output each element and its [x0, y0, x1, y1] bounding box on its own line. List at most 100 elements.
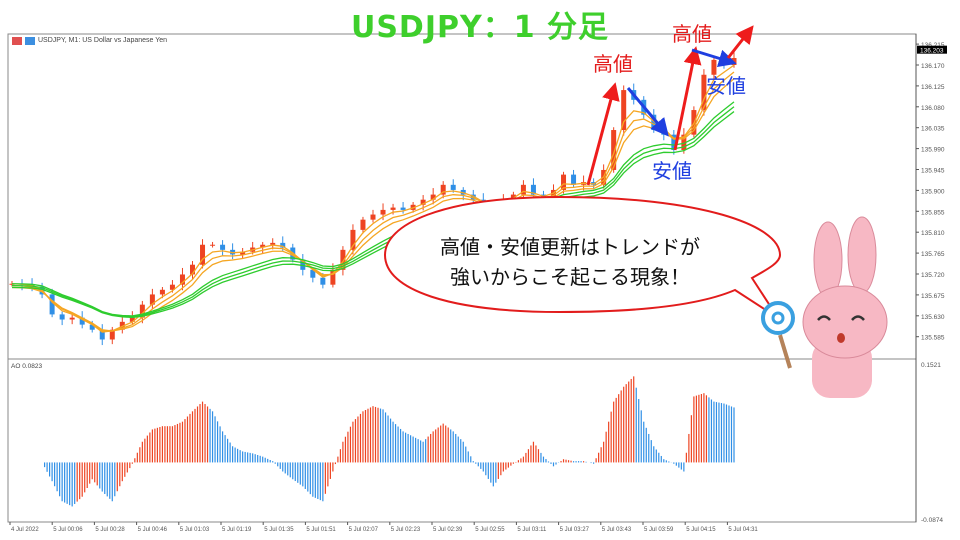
low-label-1: 安値	[652, 159, 692, 183]
time-tick-label: 5 Jul 03:43	[602, 527, 632, 533]
candle	[220, 244, 226, 250]
candle	[671, 134, 677, 150]
time-tick-label: 5 Jul 01:51	[306, 527, 336, 533]
candle	[390, 207, 396, 210]
ma-slow-line	[11, 111, 735, 319]
rabbit-eye	[817, 315, 831, 321]
candle	[159, 289, 165, 295]
candle	[210, 244, 216, 246]
candle	[621, 90, 627, 131]
time-tick-label: 5 Jul 04:31	[728, 527, 758, 533]
rabbit-ear	[847, 216, 877, 294]
candle	[370, 214, 376, 220]
time-tick-label: 5 Jul 03:59	[644, 527, 674, 533]
candle	[300, 259, 306, 270]
candle	[611, 130, 617, 170]
ma-fast-line	[11, 71, 735, 332]
time-tick-label: 5 Jul 02:39	[433, 527, 463, 533]
price-tick-label: 135.585	[921, 335, 945, 342]
bubble-line-1: 高値・安値更新はトレンドが	[440, 235, 700, 259]
time-tick-label: 5 Jul 03:11	[517, 527, 547, 533]
time-tick-label: 5 Jul 01:19	[222, 527, 252, 533]
candle	[149, 294, 155, 305]
indicator-list-icon[interactable]	[12, 37, 22, 45]
candle	[380, 209, 386, 215]
candle	[440, 184, 446, 195]
time-tick-label: 5 Jul 00:28	[95, 527, 125, 533]
price-tick-label: 135.675	[921, 293, 945, 300]
price-tick-label: 136.215	[921, 42, 945, 49]
candle	[450, 184, 456, 190]
candle	[179, 274, 185, 285]
candle	[561, 174, 567, 190]
rabbit-illustration	[761, 216, 888, 398]
candle	[49, 294, 55, 315]
time-tick-label: 5 Jul 02:07	[349, 527, 379, 533]
price-tick-label: 136.170	[921, 63, 945, 70]
down-arrow	[626, 87, 669, 137]
time-tick-label: 5 Jul 00:46	[138, 527, 168, 533]
up-arrow	[673, 46, 702, 151]
candle	[731, 58, 737, 65]
candle	[520, 184, 526, 195]
candle	[400, 207, 406, 210]
candle	[681, 134, 687, 150]
ma-fast-line	[11, 64, 735, 333]
price-tick-label: 135.900	[921, 188, 945, 195]
candle	[69, 317, 75, 320]
ma-slow-line	[11, 106, 735, 318]
candle	[169, 284, 175, 290]
candle	[420, 199, 426, 205]
candle	[200, 244, 206, 265]
rabbit-mouth	[837, 333, 845, 343]
chart-icon[interactable]	[25, 37, 35, 45]
time-tick-label: 5 Jul 03:27	[560, 527, 590, 533]
candle	[270, 242, 276, 245]
bubble-line-2: 強いからこそ起こる現象！	[450, 265, 690, 289]
candle	[701, 74, 707, 111]
price-tick-label: 136.035	[921, 126, 945, 133]
time-tick-label: 4 Jul 2022	[11, 527, 39, 533]
candle	[139, 304, 145, 318]
time-tick-label: 5 Jul 01:03	[180, 527, 210, 533]
price-tick-label: 135.990	[921, 147, 945, 154]
price-tick-label: 135.810	[921, 230, 945, 237]
time-tick-label: 5 Jul 00:06	[53, 527, 83, 533]
ao-label: AO 0.0823	[11, 363, 42, 370]
candle	[711, 59, 717, 75]
price-tick-label: 135.720	[921, 272, 945, 279]
candle	[340, 249, 346, 270]
candle	[330, 269, 336, 285]
candle	[280, 242, 286, 248]
candle	[510, 194, 516, 200]
candle	[360, 219, 366, 230]
candle	[350, 229, 356, 250]
high-label-1: 高値	[593, 52, 633, 76]
magnifier-handle	[778, 334, 792, 369]
time-tick-label: 5 Jul 04:15	[686, 527, 716, 533]
speech-bubble	[383, 195, 782, 319]
ma-slow-line	[11, 101, 735, 317]
candle	[571, 174, 577, 185]
candle	[320, 277, 326, 285]
high-label-2: 高値	[672, 22, 712, 46]
candle	[470, 194, 476, 200]
candle	[79, 317, 85, 325]
price-tick-label: 135.945	[921, 168, 945, 175]
current-price-box	[917, 45, 947, 54]
price-tick-label: 135.855	[921, 209, 945, 216]
chart-symbol-label: USDJPY, M1: US Dollar vs Japanese Yen	[38, 37, 168, 44]
time-tick-label: 5 Jul 02:55	[475, 527, 505, 533]
up-arrow	[726, 25, 754, 59]
speech-bubble-text: 高値・安値更新はトレンドが 強いからこそ起こる現象！	[400, 232, 740, 292]
candle	[310, 269, 316, 278]
candle	[430, 194, 436, 200]
candle	[129, 317, 135, 322]
price-tick-label: 135.630	[921, 314, 945, 321]
magnifier-icon	[761, 301, 795, 335]
candle	[109, 329, 115, 340]
price-tick-label: 135.765	[921, 251, 945, 258]
rabbit-head	[802, 285, 888, 359]
up-arrow	[586, 82, 620, 186]
